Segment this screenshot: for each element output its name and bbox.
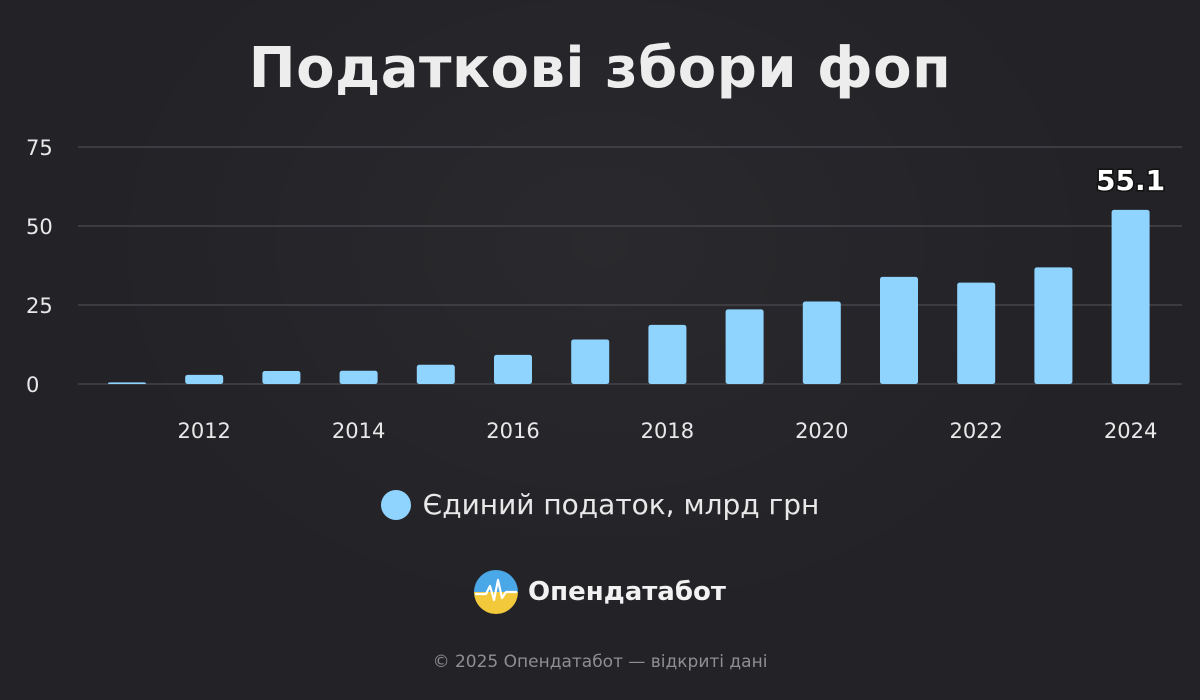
brand-name: Опендатабот [528, 577, 726, 607]
y-tick-label: 25 [26, 294, 53, 318]
x-tick-label: 2024 [1104, 419, 1157, 443]
chart-title: Податкові збори фоп [248, 36, 952, 101]
legend: Єдиний податок, млрд грн [0, 488, 1200, 521]
bar-2018 [648, 324, 687, 384]
bar-2020 [802, 301, 841, 384]
y-tick-label: 75 [26, 136, 53, 160]
opendatabot-logo-icon [474, 570, 519, 614]
data-labels: 55.1 [1095, 162, 1167, 198]
x-axis-ticks: 2012 2014 2016 2018 2020 2022 2024 [177, 419, 1157, 443]
x-tick-label: 2014 [332, 419, 385, 443]
bar-2013 [262, 371, 301, 384]
x-tick-label: 2012 [177, 419, 230, 443]
bar-2014 [339, 370, 378, 384]
bar-chart: 0 25 50 75 2012 2014 2016 2018 2020 2022 2024 55.… [26, 136, 1182, 443]
y-tick-label: 50 [26, 215, 53, 239]
bar-2024 [1111, 209, 1150, 384]
bar-2016 [494, 354, 532, 384]
bars [108, 209, 1150, 384]
legend-swatch [380, 489, 411, 520]
x-tick-label: 2016 [486, 419, 539, 443]
bar-2012 [185, 374, 224, 384]
x-tick-label: 2018 [641, 419, 694, 443]
data-label: 55.1 [1096, 164, 1165, 197]
bar-2021 [880, 276, 918, 384]
bar-2023 [1034, 267, 1073, 384]
brand: Опендатабот [0, 570, 1200, 614]
bar-2022 [957, 282, 996, 384]
x-tick-label: 2022 [949, 419, 1002, 443]
copyright-text: © 2025 Опендатабот — відкриті дані [432, 652, 768, 672]
grid-lines [78, 146, 1182, 385]
bar-2019 [725, 309, 764, 384]
bar-2015 [416, 364, 455, 384]
bar-2017 [571, 339, 610, 384]
legend-label: Єдиний податок, млрд грн [422, 488, 820, 521]
y-axis-ticks: 0 25 50 75 [26, 136, 53, 397]
y-tick-label: 0 [26, 373, 39, 397]
bar-2011 [108, 382, 146, 384]
x-tick-label: 2020 [795, 419, 848, 443]
